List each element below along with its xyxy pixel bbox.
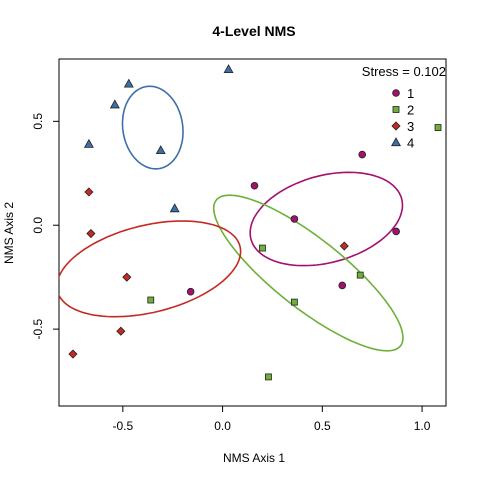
point-series-4 xyxy=(83,138,94,148)
legend-label-3: 3 xyxy=(407,119,414,134)
y-tick-label: 0.0 xyxy=(31,217,45,234)
ellipse-series-2 xyxy=(212,194,404,352)
point-series-4 xyxy=(155,145,166,155)
axis-ticks: -0.5 0.0 0.5 1.0 -0.5 0.0 0.5 xyxy=(31,113,431,433)
y-tick-label: -0.5 xyxy=(31,318,45,339)
legend-marker-4 xyxy=(391,137,401,147)
x-axis-label: NMS Axis 1 xyxy=(223,451,285,465)
point-series-4 xyxy=(109,99,120,109)
point-series-3 xyxy=(339,241,349,251)
ellipses xyxy=(59,85,404,352)
y-axis-label: NMS Axis 2 xyxy=(2,202,16,264)
point-series-3 xyxy=(116,326,126,336)
data-points xyxy=(68,64,442,381)
point-series-3 xyxy=(68,349,78,359)
legend-marker-2 xyxy=(392,106,400,113)
legend-marker-3 xyxy=(391,121,401,131)
point-series-2 xyxy=(290,298,298,306)
point-series-1 xyxy=(338,281,347,290)
legend-label-1: 1 xyxy=(407,86,414,101)
point-series-1 xyxy=(250,181,259,190)
point-series-4 xyxy=(123,78,134,88)
point-series-4 xyxy=(169,203,180,213)
ellipse-series-1 xyxy=(249,171,404,267)
point-series-1 xyxy=(186,287,195,296)
point-series-2 xyxy=(259,244,266,252)
legend-marker-1 xyxy=(392,89,400,97)
legend-label-2: 2 xyxy=(407,103,414,118)
point-series-3 xyxy=(86,228,96,239)
point-series-2 xyxy=(265,373,272,381)
stress-annotation: Stress = 0.102 xyxy=(362,64,446,79)
point-series-3 xyxy=(84,187,94,197)
x-tick-label: -0.5 xyxy=(112,419,133,433)
x-tick-label: 1.0 xyxy=(414,419,431,433)
point-series-3 xyxy=(122,272,132,282)
point-series-2 xyxy=(356,271,364,279)
ellipse-series-4 xyxy=(121,85,184,170)
point-series-4 xyxy=(223,64,234,73)
plot-frame xyxy=(58,58,447,407)
y-tick-label: 0.5 xyxy=(31,113,45,130)
x-tick-label: 0.0 xyxy=(214,419,231,433)
point-series-2 xyxy=(147,296,155,304)
ellipse-series-3 xyxy=(59,220,242,318)
x-tick-label: 0.5 xyxy=(314,419,331,433)
chart-title: 4-Level NMS xyxy=(212,23,295,39)
point-series-1 xyxy=(358,150,367,159)
point-series-1 xyxy=(290,215,299,223)
point-series-2 xyxy=(434,124,442,131)
point-series-1 xyxy=(392,227,400,236)
legend: 1 23 4 xyxy=(391,86,414,151)
legend-label-4: 4 xyxy=(407,136,414,151)
